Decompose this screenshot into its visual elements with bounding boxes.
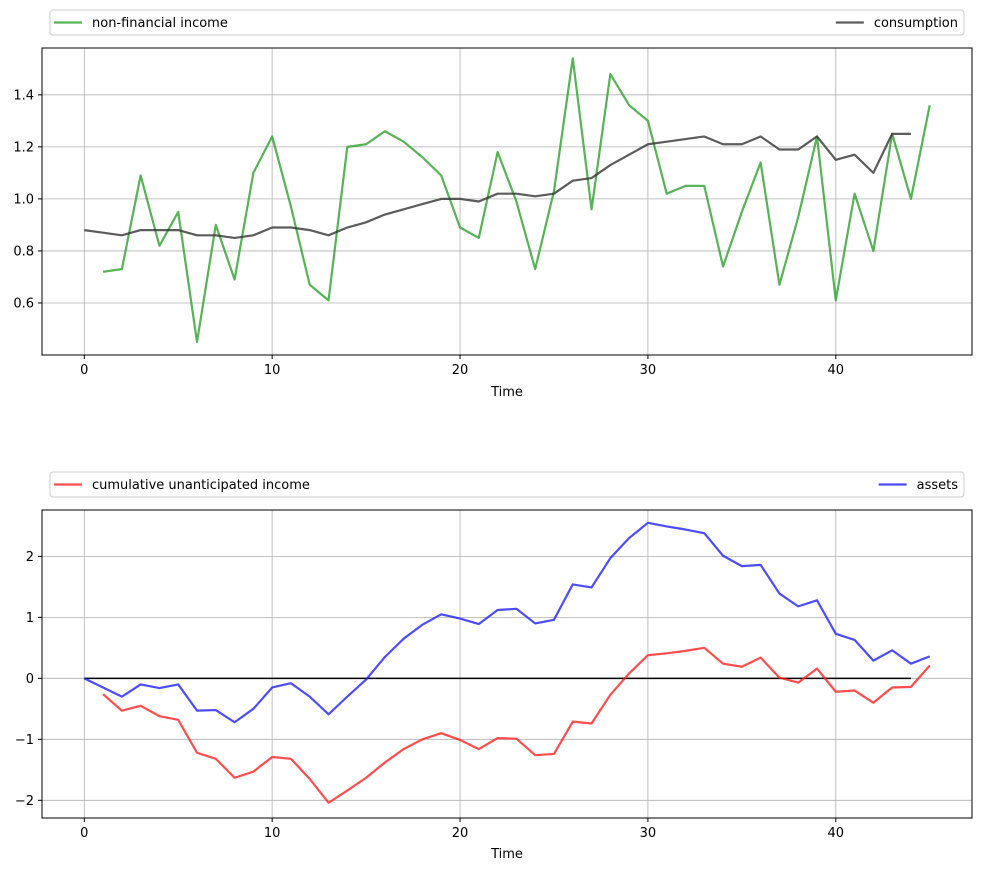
x-tick-label: 30: [640, 363, 657, 378]
legend-label: consumption: [874, 16, 958, 31]
legend-label: assets: [917, 478, 959, 493]
x-tick-label: 20: [452, 826, 469, 841]
x-tick-label: 10: [264, 363, 281, 378]
legend-box: [49, 471, 965, 498]
x-tick-label: 10: [264, 826, 281, 841]
x-tick-label: 40: [828, 363, 845, 378]
legend: non-financial income consumption: [49, 9, 965, 36]
y-tick-label: 1.2: [13, 140, 34, 155]
x-axis-label: Time: [490, 385, 523, 400]
y-tick-label: −2: [15, 794, 34, 809]
y-tick-label: 1.0: [13, 192, 34, 207]
y-tick-label: 0.8: [13, 244, 34, 259]
y-tick-label: 1.4: [13, 88, 34, 103]
chart-panel-2: 0 10 20 30 40 −2 −1 0 1 2 Time cumulative unanticip…: [15, 471, 973, 862]
legend-label: cumulative unanticipated income: [92, 478, 310, 493]
x-axis-label: Time: [490, 847, 523, 862]
x-tick-label: 40: [828, 826, 845, 841]
y-tick-label: −1: [15, 733, 34, 748]
y-tick-label: 1: [26, 611, 34, 626]
x-tick-label: 30: [640, 826, 657, 841]
legend-label: non-financial income: [92, 16, 228, 31]
series-line-cumulative-unanticipated-income: [102, 646, 931, 804]
series-line-consumption: [84, 132, 911, 240]
series-line-assets: [83, 521, 931, 724]
chart-panel-1: 0 10 20 30 40 0.6 0.8 1.0 1.2 1.4 Time non-financia…: [13, 9, 973, 400]
legend-box: [49, 9, 965, 36]
x-tick-label: 0: [80, 826, 88, 841]
legend: cumulative unanticipated income assets: [49, 471, 965, 498]
y-tick-label: 0: [26, 672, 34, 687]
x-tick-label: 20: [452, 363, 469, 378]
series-line-non-financial-income: [102, 57, 931, 344]
axes-frame: [41, 47, 973, 356]
y-tick-label: 2: [26, 550, 34, 565]
axes-frame: [41, 509, 973, 819]
y-tick-label: 0.6: [13, 296, 34, 311]
x-tick-label: 0: [80, 363, 88, 378]
